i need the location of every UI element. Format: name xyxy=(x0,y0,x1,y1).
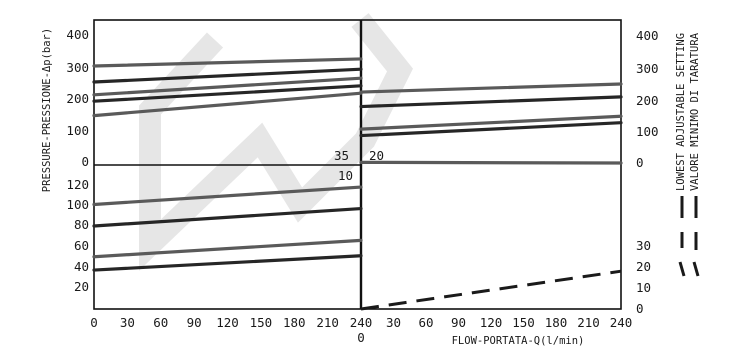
right-upper-series-1 xyxy=(359,82,623,94)
left-upper-series-4 xyxy=(92,84,363,103)
xtick-right: 150 xyxy=(512,315,535,330)
ytick-left-upper: 200 xyxy=(66,91,89,106)
right-upper-series-5 xyxy=(359,160,623,165)
right-upper-yticks: 400 300 200 100 0 xyxy=(636,28,659,170)
xtick-left: 150 xyxy=(250,315,273,330)
xtick-right: 210 xyxy=(577,315,600,330)
curve-label-35: 35 xyxy=(334,148,349,163)
ytick-right-upper: 0 xyxy=(636,155,644,170)
legend-label-line2: VALORE MINIMO DI TARATURA xyxy=(689,32,701,191)
lowest-setting-dashed-series xyxy=(360,269,622,311)
curve-label-20: 20 xyxy=(369,148,384,163)
ytick-right-lower: 20 xyxy=(636,259,651,274)
ytick-left-upper: 100 xyxy=(66,123,89,138)
legend-dash-5 xyxy=(678,261,686,277)
ytick-left-upper: 400 xyxy=(66,27,89,42)
left-lower-yticks: 120 100 80 60 40 20 xyxy=(66,177,89,294)
xtick-left: 180 xyxy=(283,315,306,330)
xtick-left: 210 xyxy=(316,315,339,330)
xtick-left: 0 xyxy=(90,315,98,330)
ytick-left-lower: 60 xyxy=(74,238,89,253)
ytick-left-upper: 0 xyxy=(81,154,89,169)
left-lower-series-4 xyxy=(92,254,363,272)
left-lower-series-3 xyxy=(92,238,363,259)
y-axis-title: PRESSURE-PRESSIONE-Δp(bar) xyxy=(41,28,53,192)
right-lower-yticks: 30 20 10 0 xyxy=(636,238,651,316)
left-xticks: 0 30 60 90 120 150 180 210 240 xyxy=(90,315,372,330)
left-lower-series-2 xyxy=(92,206,363,228)
ytick-right-lower: 10 xyxy=(636,280,651,295)
xtick-left: 60 xyxy=(153,315,168,330)
right-xticks: 0 30 60 90 120 150 180 210 240 xyxy=(357,315,632,345)
xtick-right: 0 xyxy=(357,330,365,345)
xtick-right: 90 xyxy=(451,315,466,330)
left-upper-series xyxy=(92,57,363,118)
legend: LOWEST ADJUSTABLE SETTING VALORE MINIMO … xyxy=(675,32,701,277)
ytick-right-upper: 400 xyxy=(636,28,659,43)
xtick-left: 120 xyxy=(216,315,239,330)
ytick-left-lower: 20 xyxy=(74,279,89,294)
xtick-right: 30 xyxy=(386,315,401,330)
ytick-left-lower: 40 xyxy=(74,259,89,274)
right-upper-series xyxy=(359,82,623,165)
x-axis-title: FLOW-PORTATA-Q(l/min) xyxy=(452,335,585,347)
watermark xyxy=(139,13,413,271)
ytick-right-lower: 0 xyxy=(636,301,644,316)
ytick-left-lower: 80 xyxy=(74,217,89,232)
left-upper-series-2 xyxy=(92,67,363,84)
left-lower-series-1 xyxy=(92,185,363,207)
ytick-left-upper: 300 xyxy=(66,60,89,75)
curve-label-10: 10 xyxy=(338,168,353,183)
xtick-right: 240 xyxy=(610,315,633,330)
xtick-left: 240 xyxy=(350,315,373,330)
legend-dash-6 xyxy=(692,261,700,277)
right-upper-series-2 xyxy=(359,95,623,109)
xtick-left: 90 xyxy=(187,315,202,330)
ytick-right-upper: 100 xyxy=(636,124,659,139)
xtick-right: 60 xyxy=(418,315,433,330)
xtick-right: 180 xyxy=(545,315,568,330)
ytick-left-lower: 100 xyxy=(66,197,89,212)
legend-label-line1: LOWEST ADJUSTABLE SETTING xyxy=(675,33,687,191)
left-upper-series-1 xyxy=(92,57,363,68)
left-upper-series-3 xyxy=(92,76,363,97)
ytick-right-upper: 300 xyxy=(636,61,659,76)
left-upper-series-5 xyxy=(92,91,363,118)
ytick-right-lower: 30 xyxy=(636,238,651,253)
xtick-left: 30 xyxy=(120,315,135,330)
xtick-right: 120 xyxy=(480,315,503,330)
right-upper-series-3 xyxy=(359,114,623,131)
right-upper-series-4 xyxy=(359,121,623,138)
left-upper-yticks: 400 300 200 100 0 xyxy=(66,27,89,169)
ytick-left-lower: 120 xyxy=(66,177,89,192)
left-lower-series xyxy=(92,185,363,272)
ytick-right-upper: 200 xyxy=(636,93,659,108)
